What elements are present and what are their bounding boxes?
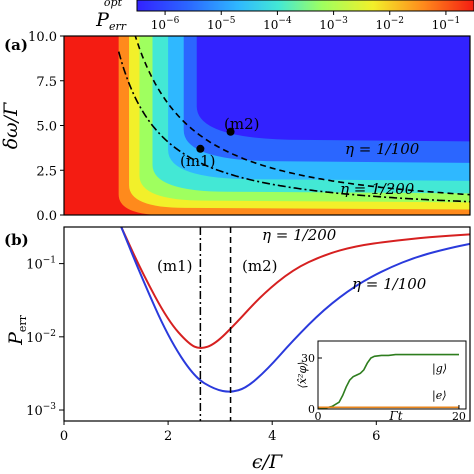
panel-a-label: (a) (4, 36, 28, 54)
inset-background (318, 341, 466, 409)
panel-b-ylabel: Perr (5, 314, 29, 346)
panel-b-xlabel-num: ϵ (252, 451, 263, 473)
colorbar-tick-label-1-exp: −5 (222, 16, 236, 26)
eta-100-line (120, 227, 470, 393)
inset-yticks: 0 30 (301, 352, 322, 416)
series-label-eta-100: η = 1/100 (352, 275, 427, 293)
colorbar-label-sub: err (109, 20, 127, 33)
colorbar: 10−6 10−5 10−4 10−3 10−2 10−1 Perr opt (95, 0, 474, 33)
colorbar-tick-label-4: 10−2 (375, 16, 404, 32)
colorbar-tick-label-4-base: 10 (375, 18, 390, 32)
inset-ytick-label-1: 30 (301, 352, 315, 365)
inset-xticks: 0 20 (315, 405, 466, 423)
panel-a-ytick-label-0: 0.0 (36, 209, 57, 224)
panel-a-ylabel-slash: / (0, 114, 22, 124)
colorbar-tick-label-2-base: 10 (263, 18, 278, 32)
panel-a-yticks: 0.0 2.5 5.0 7.5 10.0 (28, 30, 64, 224)
panel-b-ytick-label-0: 10−1 (26, 256, 56, 273)
point-m1-label: (m1) (180, 152, 215, 170)
colorbar-tick-label-5-base: 10 (432, 18, 447, 32)
colorbar-tick-label-2-exp: −4 (278, 16, 292, 26)
panel-b-ytick-label-2-base: 10 (26, 404, 43, 419)
panel-b-ylabel-sub: err (16, 314, 29, 332)
colorbar-tick-label-1: 10−5 (207, 16, 236, 32)
curve-label-eta-100: η = 1/100 (345, 140, 420, 158)
inset-legend-g: |g⟩ (432, 362, 447, 376)
panel-b-ytick-label-0-base: 10 (26, 258, 43, 273)
inset-frame (317, 340, 467, 410)
inset-xtick-label-0: 0 (315, 410, 322, 423)
eta-100-curve (134, 36, 470, 196)
panel-b-xtick-label-3: 6 (372, 429, 380, 444)
panel-a: (m2) (m1) η = 1/100 η = 1/200 0.0 2.5 5.0 7… (0, 30, 471, 224)
panel-a-ytick-label-1: 2.5 (36, 164, 57, 179)
panel-a-ylabel: δω/Γ (0, 102, 22, 149)
colorbar-ticks: 10−6 10−5 10−4 10−3 10−2 10−1 (151, 11, 460, 32)
colorbar-tick-label-0-base: 10 (151, 18, 166, 32)
colorbar-label-main: P (95, 9, 110, 31)
inset-ytick-label-0: 0 (308, 403, 315, 416)
panel-b-label: (b) (4, 231, 29, 249)
panel-b-yticks: 10−110−210−3 (26, 256, 64, 419)
inset-ylabel: ⟨x̂²φ⟩ (296, 362, 309, 389)
curve-label-eta-200: η = 1/200 (340, 180, 415, 198)
inset-ylabel-text: ⟨x̂²φ⟩ (296, 362, 309, 389)
marker-label-m2: (m2) (242, 257, 277, 275)
inset: 0 20 0 30 |g⟩ |e⟩ Γt ⟨x̂²φ⟩ (296, 340, 467, 423)
inset-xlabel: Γt (388, 409, 402, 423)
panel-a-ytick-label-3: 7.5 (36, 75, 57, 90)
colorbar-tick-label-5: 10−1 (432, 16, 461, 32)
panel-a-ytick-label-4: 10.0 (28, 30, 57, 45)
panel-b-frame (63, 226, 471, 422)
colorbar-tick-label-0-exp: −6 (166, 16, 180, 26)
point-m2 (226, 127, 235, 136)
eta-200-line (120, 227, 470, 349)
colorbar-label: Perr (95, 9, 127, 33)
eta-200-curve (117, 51, 470, 203)
heatmap-bands (118, 36, 470, 215)
point-m1 (196, 144, 205, 153)
panel-b-xlabel-den: Γ (268, 451, 283, 473)
panel-b-ylabel-text: Perr (5, 314, 29, 346)
colorbar-tick-label-0: 10−6 (151, 16, 180, 32)
colorbar-label-sup: opt (104, 0, 123, 9)
panel-b-xlabel: ϵ/Γ (252, 451, 283, 473)
panel-a-ylabel-den: Γ (0, 102, 22, 117)
point-m2-label: (m2) (224, 115, 259, 133)
colorbar-tick-label-5-exp: −1 (447, 16, 460, 26)
inset-xtick-label-1: 20 (452, 410, 466, 423)
panel-b-ytick-label-1: 10−2 (26, 329, 56, 346)
panel-a-ytick-label-2: 5.0 (36, 120, 57, 135)
colorbar-tick-label-2: 10−4 (263, 16, 292, 32)
panel-a-ylabel-num: δω (0, 122, 22, 149)
colorbar-tick-label-3-exp: −3 (335, 16, 349, 26)
colorbar-tick-label-3-base: 10 (319, 18, 334, 32)
series-label-eta-200: η = 1/200 (262, 226, 337, 244)
panel-b-xtick-label-0: 0 (60, 429, 68, 444)
panel-b-xtick-label-1: 2 (164, 429, 172, 444)
panel-b-xtick-label-2: 4 (268, 429, 276, 444)
heatmap-band-6 (196, 36, 470, 142)
inset-g-line (318, 353, 459, 409)
inset-legend-e: |e⟩ (432, 389, 447, 403)
panel-b-xticks: 0 2 4 6 (60, 421, 380, 444)
panel-b-ytick-label-2-exp: −3 (43, 402, 57, 412)
colorbar-gradient (136, 0, 474, 12)
panel-b-ytick-label-2: 10−3 (26, 402, 56, 419)
panel-b-ylabel-main: P (5, 331, 27, 346)
colorbar-tick-label-1-base: 10 (207, 18, 222, 32)
colorbar-tick-label-3: 10−3 (319, 16, 348, 32)
marker-label-m1: (m1) (157, 257, 192, 275)
colorbar-tick-label-4-exp: −2 (391, 16, 404, 26)
panel-b-ytick-label-0-exp: −1 (43, 256, 56, 266)
panel-b-ytick-label-1-base: 10 (26, 331, 43, 346)
panel-b-xlabel-slash: / (261, 451, 271, 473)
panel-b-ytick-label-1-exp: −2 (43, 329, 56, 339)
panel-a-ylabel-text: δω/Γ (0, 102, 22, 149)
